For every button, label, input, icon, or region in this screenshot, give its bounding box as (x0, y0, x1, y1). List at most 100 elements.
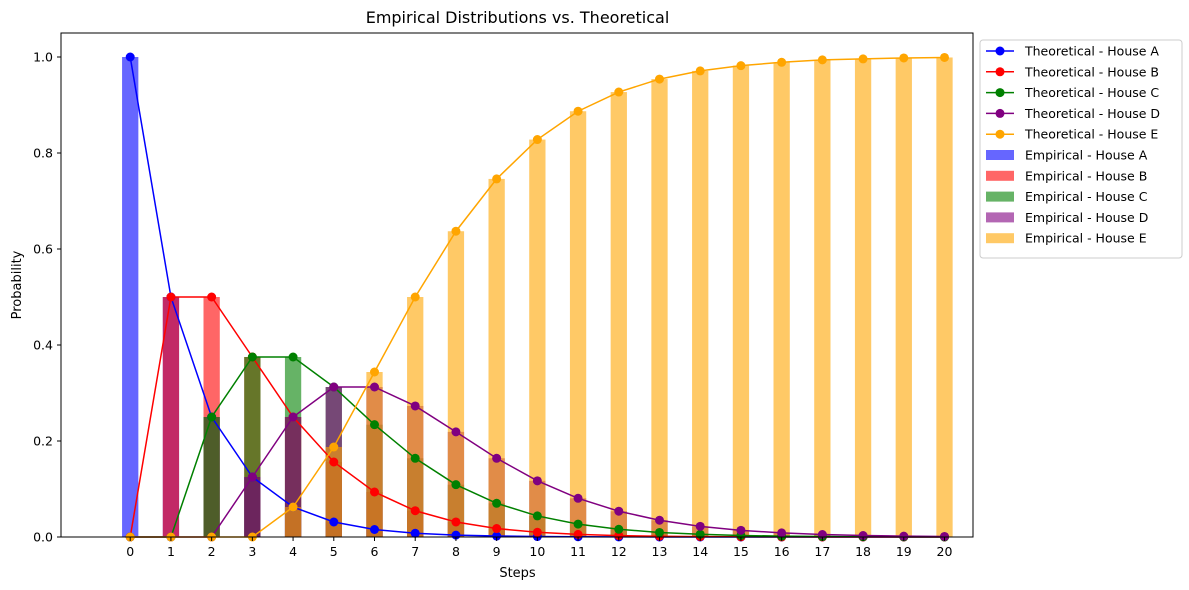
data-point (573, 519, 583, 529)
data-point (288, 352, 298, 362)
data-point (532, 527, 542, 537)
plot-frame (60, 32, 974, 538)
bar (692, 70, 709, 538)
legend: Theoretical - House A Theoretical - House… (979, 39, 1183, 259)
legend-marker (995, 88, 1005, 98)
data-point (532, 135, 542, 145)
legend-label: Empirical - House D (1025, 210, 1148, 225)
legend-entry: Theoretical - House C (986, 85, 1159, 100)
data-point (410, 401, 420, 411)
data-point (410, 453, 420, 463)
data-point (166, 292, 176, 302)
x-tick-label: 10 (529, 544, 545, 559)
legend-label: Empirical - House C (1025, 189, 1148, 204)
data-point (370, 525, 379, 534)
data-point (451, 427, 461, 437)
y-tick-label: 0.4 (33, 338, 53, 353)
x-tick-label: 11 (570, 544, 586, 559)
data-point (492, 531, 502, 541)
data-point (492, 174, 502, 184)
bar (732, 65, 750, 537)
data-point (940, 52, 949, 62)
data-point (410, 292, 420, 302)
x-tick-label: 7 (411, 544, 419, 559)
legend-label: Empirical - House B (1025, 168, 1147, 183)
x-tick-label: 17 (814, 544, 830, 559)
legend-bar-swatch (986, 212, 1014, 223)
y-tick-label: 0.2 (33, 434, 53, 449)
data-point (817, 55, 827, 65)
data-point (695, 521, 705, 531)
bar-series-4 (244, 387, 953, 537)
legend-entry: Empirical - House C (986, 189, 1148, 204)
bar (366, 372, 383, 537)
x-tick-label: 18 (855, 544, 871, 559)
y-axis-label: Probability (10, 250, 25, 319)
bar (773, 62, 790, 537)
data-point (370, 420, 379, 430)
x-tick-label: 16 (774, 544, 790, 559)
legend-label: Theoretical - House D (1024, 106, 1160, 121)
data-point (288, 412, 298, 422)
legend-entry: Empirical - House A (986, 148, 1148, 163)
data-point (247, 352, 257, 362)
x-tick-label: 0 (126, 544, 134, 559)
x-tick-label: 8 (452, 544, 460, 559)
data-point (329, 382, 339, 392)
x-tick-label: 20 (937, 544, 953, 559)
bar (325, 447, 342, 537)
x-axis: 0 1 2 3 4 5 6 7 8 9 10 11 12 13 14 15 16 17 18 19 20 (126, 537, 952, 559)
data-point (777, 528, 787, 538)
y-tick-label: 0.8 (33, 146, 53, 161)
data-point (410, 528, 420, 538)
data-point (207, 292, 217, 302)
y-tick-label: 0.6 (33, 242, 53, 257)
legend-bar-swatch (986, 150, 1014, 160)
data-point (410, 506, 420, 516)
bar (407, 297, 424, 537)
legend-entry: Empirical - House D (986, 210, 1148, 225)
x-tick-label: 9 (493, 544, 501, 559)
data-point (288, 502, 298, 512)
bar (244, 477, 261, 537)
legend-label: Empirical - House A (1025, 148, 1148, 163)
data-point (247, 472, 257, 482)
data-point (207, 412, 217, 422)
data-point (614, 87, 624, 97)
line-series-5 (125, 52, 949, 542)
data-point (614, 531, 624, 541)
legend-entry: Theoretical - House B (986, 64, 1159, 79)
data-point (899, 53, 909, 63)
data-point (655, 515, 664, 525)
data-point (451, 226, 461, 236)
bars-layer (122, 57, 953, 538)
legend-frame (979, 39, 1183, 259)
legend-marker (995, 67, 1005, 77)
bar (854, 58, 872, 538)
bar (122, 57, 139, 537)
legend-entry: Theoretical - House A (986, 44, 1159, 59)
data-point (695, 66, 705, 76)
data-point (736, 525, 746, 535)
data-point (532, 511, 542, 521)
data-point (451, 480, 461, 490)
x-tick-label: 15 (733, 544, 749, 559)
legend-label: Theoretical - House C (1024, 85, 1159, 100)
data-point (940, 531, 949, 541)
x-tick-label: 5 (330, 544, 338, 559)
bar-series-5 (284, 57, 953, 538)
x-tick-label: 2 (208, 544, 216, 559)
y-tick-label: 0.0 (33, 530, 53, 545)
x-tick-label: 12 (611, 544, 627, 559)
legend-bar-swatch (986, 191, 1014, 202)
data-point (370, 487, 379, 497)
data-point (655, 527, 664, 537)
x-tick-label: 4 (289, 544, 297, 559)
y-tick-label: 1.0 (33, 50, 53, 65)
x-tick-label: 3 (248, 544, 256, 559)
data-point (370, 367, 379, 377)
legend-bar-swatch (986, 233, 1014, 244)
x-tick-label: 6 (371, 544, 379, 559)
data-point (736, 61, 746, 71)
legend-label: Theoretical - House B (1024, 64, 1159, 79)
